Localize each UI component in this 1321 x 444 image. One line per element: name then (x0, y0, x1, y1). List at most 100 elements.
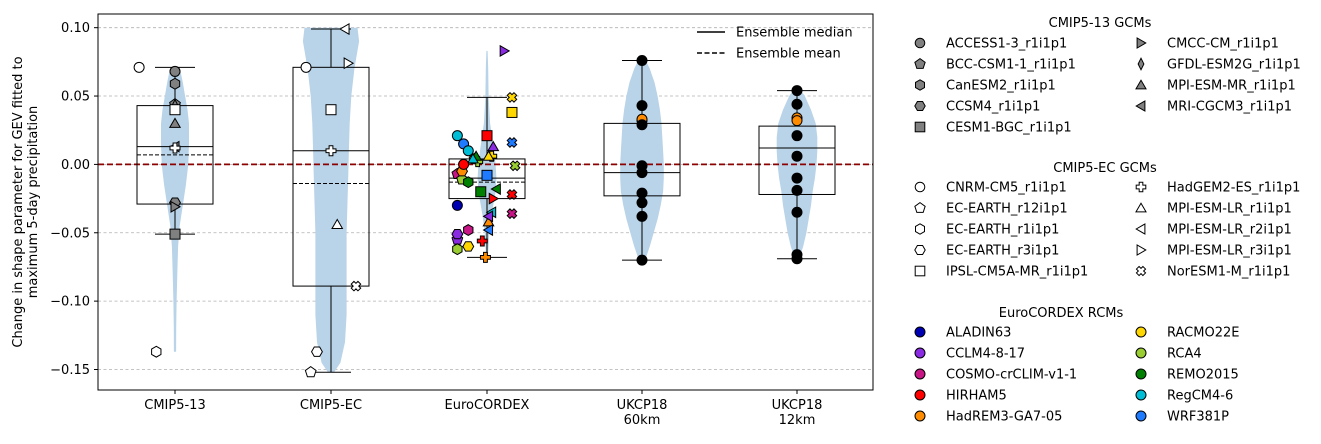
y-axis-label: Change in shape parameter for GEV fitted… (11, 56, 41, 347)
y-tick-label: 0.05 (61, 90, 90, 105)
legend-marker (914, 201, 926, 213)
data-point (636, 119, 648, 131)
legend-label: NorESM1-M_r1i1p1 (1167, 265, 1290, 280)
legend-marker (1135, 265, 1147, 277)
legend-title: EuroCORDEX RCMs (999, 306, 1124, 321)
data-point (170, 200, 182, 213)
legend-marker (1136, 244, 1147, 256)
legend-label: REMO2015 (1167, 368, 1239, 383)
legend-marker (914, 57, 926, 69)
legend-label: CCLM4-8-17 (946, 347, 1025, 362)
legend-label: MPI-ESM-LR_r2i1p1 (1167, 223, 1292, 238)
data-point (488, 192, 500, 205)
axes-frame (97, 13, 874, 391)
legend-marker (914, 181, 926, 193)
data-point (506, 137, 518, 148)
data-point (463, 176, 474, 189)
legend-marker (1135, 223, 1146, 235)
legend-label: CMCC-CM_r1i1p1 (1167, 37, 1279, 52)
data-point (325, 104, 337, 116)
data-point (636, 254, 648, 266)
legend-label: RACMO22E (1167, 326, 1239, 341)
legend-label: Ensemble median (736, 26, 853, 41)
x-tick-label: CMIP5-13 (144, 398, 205, 413)
data-point (476, 235, 488, 247)
data-point (466, 152, 480, 164)
box (292, 66, 370, 287)
legend-label: EC-EARTH_r3i1p1 (946, 244, 1059, 259)
data-point (475, 186, 487, 198)
legend-title: CMIP5-EC GCMs (1053, 161, 1157, 176)
legend-label: Ensemble mean (736, 47, 841, 62)
data-point (481, 169, 493, 181)
legend-label: ALADIN63 (946, 326, 1011, 341)
legend-cmip5-ec-gcms: CMIP5-EC GCMs CNRM-CM5_r1i1p1 HadGEM2-ES_r… (914, 161, 1300, 280)
data-point (791, 115, 803, 127)
y-tick-label: 0.10 (61, 21, 90, 36)
legend-label: CanESM2_r1i1p1 (946, 79, 1056, 94)
data-point (487, 140, 500, 152)
legend-marker (1135, 100, 1146, 112)
legend-marker (1137, 57, 1145, 71)
legend-label: HIRHAM5 (946, 389, 1007, 404)
data-point (482, 210, 494, 223)
data-point (482, 215, 495, 227)
legend-label: HadGEM2-ES_r1i1p1 (1167, 181, 1300, 196)
y-tick-label: −0.15 (50, 363, 90, 378)
y-tick-label: −0.05 (50, 226, 90, 241)
legend-marker (1136, 37, 1147, 49)
legend-marker (1135, 389, 1147, 401)
data-point (133, 61, 145, 73)
data-point (169, 65, 181, 77)
data-point (169, 77, 181, 90)
data-point (151, 345, 162, 358)
data-point (300, 61, 312, 73)
data-point (339, 22, 350, 36)
x-tick-label: UKCP18 (617, 398, 668, 413)
legend-label: GFDL-ESM2G_r1i1p1 (1167, 58, 1301, 73)
x-tick-label: UKCP18 (772, 398, 823, 413)
plot-area: −0.15 −0.10 −0.05 0.00 0.05 0.10 CMIP5-13 CMIP5… (11, 13, 874, 428)
data-point (636, 197, 648, 209)
data-point (499, 44, 511, 57)
data-point (636, 210, 648, 222)
legend-marker (1135, 410, 1147, 422)
legend-label: ACCESS1-3_r1i1p1 (946, 37, 1067, 52)
legend-label: RCA4 (1167, 347, 1202, 362)
data-point (458, 158, 470, 170)
legend-label: EC-EARTH_r12i1p1 (946, 202, 1068, 217)
data-point (636, 100, 648, 112)
legend-label: BCC-CSM1-1_r1i1p1 (946, 58, 1076, 73)
legend-label: MPI-ESM-LR_r1i1p1 (1167, 202, 1292, 217)
legend-marker (914, 37, 926, 49)
legend-marker (914, 265, 926, 277)
legend-marker (914, 121, 926, 133)
legend-label: MPI-ESM-LR_r3i1p1 (1167, 244, 1292, 259)
legend-marker (1135, 347, 1147, 359)
legend-label: HadREM3-GA7-05 (946, 410, 1062, 425)
legend-label: CNRM-CM5_r1i1p1 (946, 181, 1067, 196)
legend-marker (914, 347, 926, 359)
data-point (490, 182, 501, 196)
legend-marker (1135, 202, 1147, 213)
data-point (304, 366, 317, 378)
legend-eurocordex-rcms: EuroCORDEX RCMs ALADIN63 RACMO22E CCLM4-8-1… (914, 306, 1239, 425)
data-point (482, 223, 494, 237)
data-point (791, 206, 803, 218)
data-point (451, 228, 464, 240)
data-point (791, 130, 803, 142)
data-point (791, 98, 803, 110)
legend-marker (1135, 79, 1147, 90)
y-axis-label-line: Change in shape parameter for GEV fitted… (11, 56, 26, 347)
data-point (791, 150, 803, 162)
legend-marker (914, 245, 926, 255)
data-point (462, 241, 475, 252)
legend-label: IPSL-CM5A-MR_r1i1p1 (946, 265, 1088, 280)
data-point (310, 346, 323, 357)
legend-marker (914, 368, 926, 380)
data-point (463, 224, 474, 237)
legend-marker (915, 223, 925, 235)
data-point (325, 145, 337, 157)
